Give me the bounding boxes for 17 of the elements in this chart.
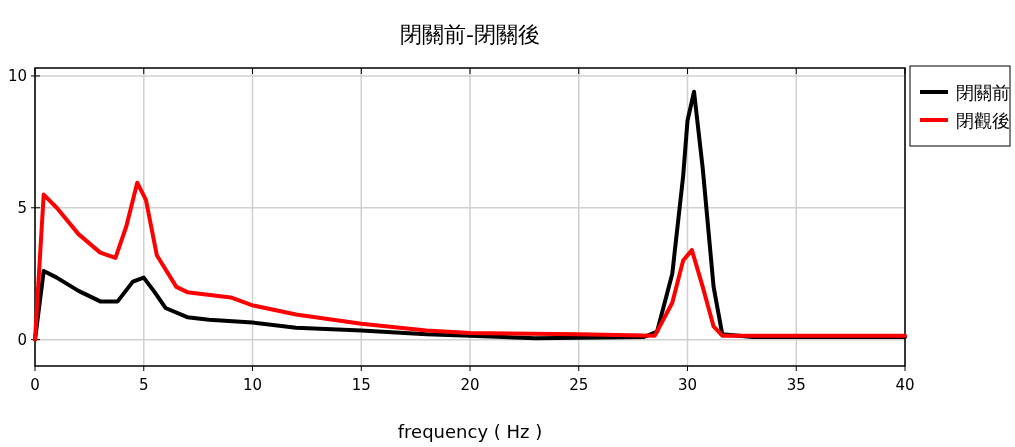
x-tick-label: 15 bbox=[351, 376, 371, 394]
x-tick-label: 30 bbox=[677, 376, 698, 394]
x-tick-label: 35 bbox=[786, 376, 806, 394]
x-tick-label: 40 bbox=[895, 376, 915, 394]
y-tick-label: 5 bbox=[17, 198, 27, 217]
x-tick-label: 0 bbox=[30, 376, 40, 394]
x-tick-label: 25 bbox=[569, 376, 589, 394]
x-tick-label: 5 bbox=[138, 376, 149, 394]
x-axis-title: frequency ( Hz ) bbox=[397, 421, 543, 442]
x-tick-label: 10 bbox=[242, 376, 263, 394]
y-tick-label: 10 bbox=[7, 66, 27, 85]
line-series bbox=[33, 180, 907, 342]
y-tick-label: 0 bbox=[17, 330, 27, 349]
x-tick-label: 20 bbox=[460, 376, 480, 394]
legend-label: 閉觀後 bbox=[956, 110, 1010, 131]
chart-title: 閉關前-閉關後 bbox=[400, 22, 540, 47]
legend-label: 閉關前 bbox=[956, 82, 1010, 103]
